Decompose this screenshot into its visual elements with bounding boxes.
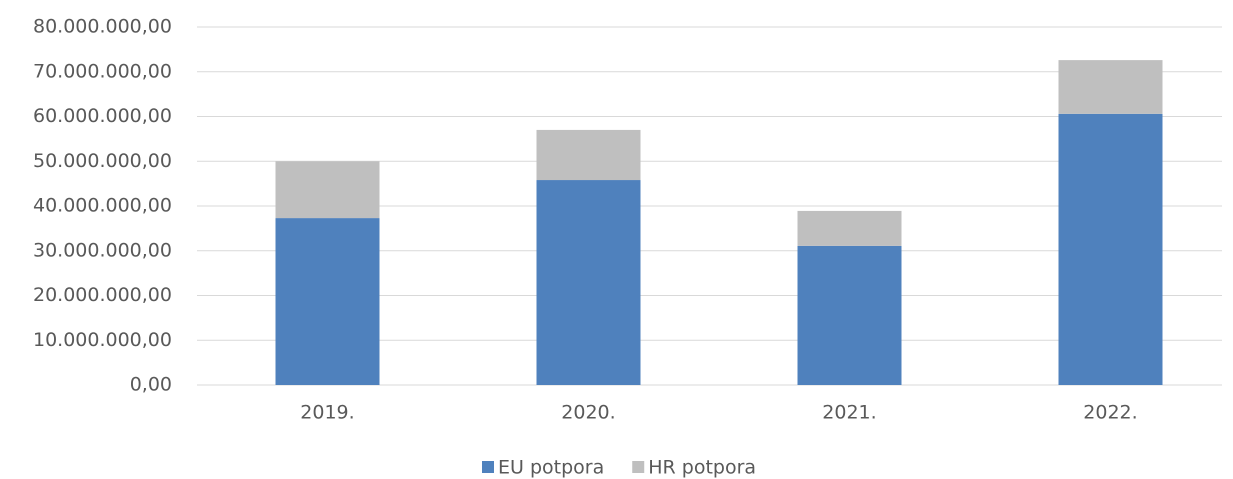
bar-segment bbox=[797, 210, 902, 246]
legend-label: HR potpora bbox=[648, 457, 756, 479]
bar-segment bbox=[797, 245, 902, 385]
legend-swatch bbox=[482, 461, 494, 473]
bar-segment bbox=[275, 218, 380, 385]
bar-segment bbox=[275, 161, 380, 219]
y-tick-label: 0,00 bbox=[130, 374, 172, 396]
x-tick-label: 2020. bbox=[561, 402, 615, 424]
y-tick-label: 70.000.000,00 bbox=[33, 60, 172, 82]
bar-segment bbox=[1058, 113, 1163, 385]
y-tick-label: 10.000.000,00 bbox=[33, 329, 172, 351]
y-tick-label: 60.000.000,00 bbox=[33, 105, 172, 127]
legend-swatch bbox=[632, 461, 645, 473]
bar-segment bbox=[1058, 60, 1163, 114]
x-tick-label: 2019. bbox=[300, 402, 354, 424]
bar-segment bbox=[536, 129, 641, 181]
y-tick-label: 40.000.000,00 bbox=[33, 195, 172, 217]
y-tick-label: 80.000.000,00 bbox=[33, 16, 172, 38]
x-tick-label: 2022. bbox=[1083, 402, 1137, 424]
y-tick-label: 30.000.000,00 bbox=[33, 239, 172, 261]
y-tick-label: 50.000.000,00 bbox=[33, 150, 172, 172]
legend-label: EU potpora bbox=[498, 457, 604, 479]
x-tick-label: 2021. bbox=[822, 402, 876, 424]
bar-segment bbox=[536, 180, 641, 385]
y-tick-label: 20.000.000,00 bbox=[33, 284, 172, 306]
